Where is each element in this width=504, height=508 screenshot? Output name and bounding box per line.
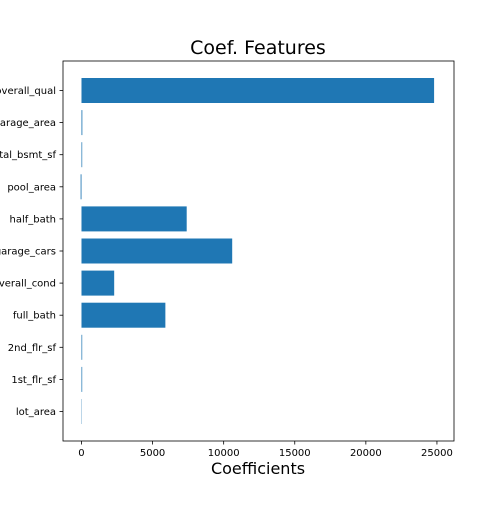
y-tick-label: lot_area	[16, 407, 56, 418]
x-axis-ticks: 0 5000 10000 15000 20000 25000	[78, 441, 453, 459]
x-tick-label: 25000	[421, 448, 453, 459]
bar-overall-qual	[81, 78, 434, 103]
y-tick-label: garage_area	[0, 118, 56, 129]
y-tick-label: total_bsmt_sf	[0, 150, 56, 161]
y-tick-label: pool_area	[7, 182, 56, 193]
y-tick-label: 2nd_flr_sf	[8, 343, 57, 354]
x-tick-label: 5000	[140, 448, 165, 459]
bar-half-bath	[81, 206, 186, 231]
y-tick-label: overall_cond	[0, 279, 56, 290]
y-tick-label: garage_cars	[0, 247, 56, 258]
bars-group	[81, 78, 434, 424]
bar-overall-cond	[81, 271, 114, 296]
y-tick-label: full_bath	[13, 311, 56, 322]
x-tick-label: 0	[78, 448, 84, 459]
bar-full-bath	[81, 303, 165, 328]
x-tick-label: 20000	[350, 448, 382, 459]
y-axis-ticks: overall_qual garage_area total_bsmt_sfpool…	[0, 86, 63, 418]
bar-garage-cars	[81, 239, 232, 264]
chart-title: Coef. Features	[190, 37, 326, 59]
bar-2nd-flr-sf	[81, 335, 82, 360]
x-tick-label: 15000	[279, 448, 311, 459]
bar-1st-flr-sf	[81, 367, 82, 392]
bar-pool-area	[81, 174, 82, 199]
x-axis-label: Coefficients	[211, 459, 305, 478]
x-tick-label: 10000	[208, 448, 240, 459]
y-tick-label: half_bath	[10, 214, 57, 225]
bar-garage-area	[81, 110, 82, 135]
y-tick-label: 1st_flr_sf	[11, 375, 56, 386]
bar-total-bsmt-sf	[81, 142, 82, 167]
y-tick-label: overall_qual	[0, 86, 56, 97]
